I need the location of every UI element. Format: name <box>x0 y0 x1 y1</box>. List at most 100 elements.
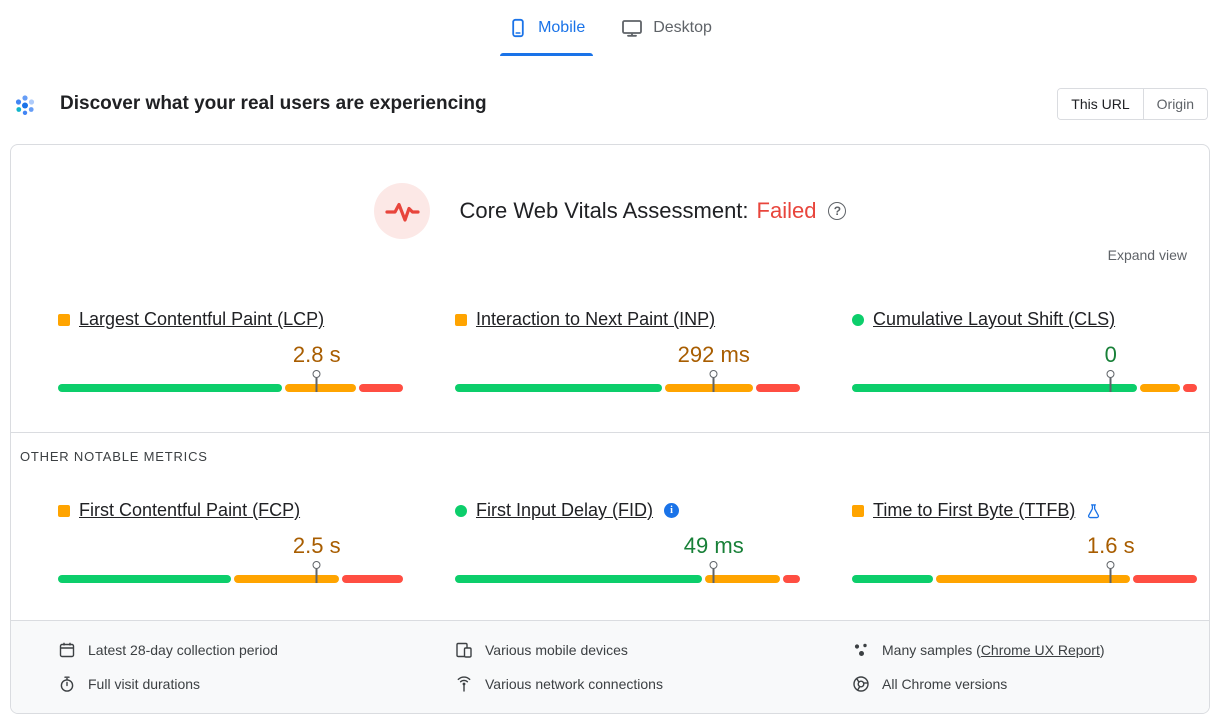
cls-rating-icon <box>852 313 864 326</box>
cls-label-link[interactable]: Cumulative Layout Shift (CLS) <box>873 309 1116 329</box>
other-metrics-section-label: OTHER NOTABLE METRICS <box>20 449 208 464</box>
cwv-verdict: Failed <box>756 198 817 223</box>
crux-report-link[interactable]: Chrome UX Report <box>980 642 1100 658</box>
expand-view-row: Expand view <box>11 247 1209 265</box>
ttfb-value: 1.6 s <box>1086 533 1135 558</box>
scope-toggle: This URL Origin <box>1057 88 1208 120</box>
footer-samples: Many samples (Chrome UX Report) <box>852 633 1197 667</box>
tab-mobile[interactable]: Mobile <box>490 0 603 56</box>
inp-good-segment <box>455 384 662 392</box>
fid-distribution-bar <box>455 561 800 583</box>
ttfb-rating-icon <box>852 504 864 517</box>
fid-value: 49 ms <box>683 533 744 558</box>
tab-mobile-label: Mobile <box>538 19 586 36</box>
stopwatch-icon <box>58 675 76 693</box>
metric-lcp: Largest Contentful Paint (LCP) 2.8 s <box>58 309 403 392</box>
fid-good-segment <box>455 575 703 583</box>
section-divider <box>11 432 1209 433</box>
lcp-value: 2.8 s <box>292 342 341 367</box>
metric-fcp: First Contentful Paint (FCP) 2.5 s <box>58 500 403 583</box>
scope-origin-button[interactable]: Origin <box>1142 89 1207 119</box>
inp-label-link[interactable]: Interaction to Next Paint (INP) <box>476 309 716 329</box>
inp-value: 292 ms <box>677 342 750 367</box>
ttfb-good-segment <box>852 575 934 583</box>
devices-icon <box>455 641 473 659</box>
footer-devices: Various mobile devices <box>455 633 800 667</box>
samples-icon <box>852 641 870 659</box>
footer-visit-durations-text: Full visit durations <box>88 676 201 692</box>
ttfb-distribution-bar <box>852 561 1197 583</box>
lcp-label-link[interactable]: Largest Contentful Paint (LCP) <box>79 309 325 329</box>
footer-samples-text: Many samples (Chrome UX Report) <box>882 642 1105 658</box>
fid-needs-improvement-segment <box>705 575 781 583</box>
collection-info-footer: Latest 28-day collection period Various … <box>11 620 1209 713</box>
cls-p75-marker <box>1106 370 1115 392</box>
footer-chrome-versions: All Chrome versions <box>852 667 1197 701</box>
chrome-icon <box>852 675 870 693</box>
core-metrics-row: Largest Contentful Paint (LCP) 2.8 s Int… <box>11 309 1209 392</box>
cwv-assessment-title: Core Web Vitals Assessment: Failed ? <box>460 198 847 224</box>
fid-p75-marker <box>709 561 718 583</box>
fid-rating-icon <box>455 504 467 517</box>
cls-poor-segment <box>1183 384 1197 392</box>
calendar-icon <box>58 641 76 659</box>
ttfb-needs-improvement-segment <box>936 575 1130 583</box>
inp-poor-segment <box>755 384 800 392</box>
fcp-needs-improvement-segment <box>233 575 339 583</box>
network-icon <box>455 675 473 693</box>
cls-needs-improvement-segment <box>1139 384 1181 392</box>
field-data-icon <box>12 91 38 117</box>
cls-distribution-bar <box>852 370 1197 392</box>
footer-network-text: Various network connections <box>485 676 663 692</box>
footer-network: Various network connections <box>455 667 800 701</box>
page-title: Discover what your real users are experi… <box>60 93 487 114</box>
footer-visit-durations: Full visit durations <box>58 667 403 701</box>
other-metrics-row: First Contentful Paint (FCP) 2.5 s First… <box>11 500 1209 583</box>
ttfb-poor-segment <box>1132 575 1197 583</box>
scope-this-url-button[interactable]: This URL <box>1058 89 1143 119</box>
cls-value: 0 <box>1104 342 1117 367</box>
fid-label-link[interactable]: First Input Delay (FID) <box>476 500 654 520</box>
metric-fid: First Input Delay (FID) i 49 ms <box>455 500 800 583</box>
cwv-assessment-heading: Core Web Vitals Assessment: <box>459 198 749 223</box>
tab-desktop-label: Desktop <box>653 19 712 36</box>
ttfb-label-link[interactable]: Time to First Byte (TTFB) <box>873 500 1076 520</box>
mobile-icon <box>508 18 528 38</box>
fcp-rating-icon <box>58 504 70 517</box>
footer-devices-text: Various mobile devices <box>485 642 628 658</box>
inp-rating-icon <box>455 313 467 326</box>
cls-good-segment <box>852 384 1137 392</box>
help-icon[interactable]: ? <box>828 202 847 220</box>
inp-distribution-bar <box>455 370 800 392</box>
lcp-p75-marker <box>312 370 321 392</box>
metric-inp: Interaction to Next Paint (INP) 292 ms <box>455 309 800 392</box>
lcp-rating-icon <box>58 313 70 326</box>
metric-cls: Cumulative Layout Shift (CLS) 0 <box>852 309 1197 392</box>
ttfb-p75-marker <box>1106 561 1115 583</box>
inp-p75-marker <box>709 370 718 392</box>
fcp-value: 2.5 s <box>292 533 341 558</box>
fcp-distribution-bar <box>58 561 403 583</box>
metric-ttfb: Time to First Byte (TTFB) 1.6 s <box>852 500 1197 583</box>
footer-collection-period-text: Latest 28-day collection period <box>88 642 278 658</box>
core-web-vitals-pulse-icon <box>373 183 430 239</box>
footer-chrome-versions-text: All Chrome versions <box>882 676 1008 692</box>
desktop-icon <box>621 18 643 38</box>
field-data-header: Discover what your real users are experi… <box>0 56 1220 144</box>
fcp-p75-marker <box>312 561 321 583</box>
fcp-poor-segment <box>341 575 403 583</box>
expand-view-button[interactable]: Expand view <box>1107 247 1187 263</box>
footer-collection-period: Latest 28-day collection period <box>58 633 403 667</box>
field-data-card: Core Web Vitals Assessment: Failed ? Exp… <box>10 144 1210 714</box>
info-icon[interactable]: i <box>664 503 680 518</box>
inp-needs-improvement-segment <box>664 384 753 392</box>
tab-desktop[interactable]: Desktop <box>603 0 730 56</box>
experiment-flask-icon[interactable] <box>1086 503 1101 519</box>
lcp-distribution-bar <box>58 370 403 392</box>
fcp-label-link[interactable]: First Contentful Paint (FCP) <box>79 500 301 520</box>
lcp-needs-improvement-segment <box>284 384 356 392</box>
cwv-assessment-header: Core Web Vitals Assessment: Failed ? <box>11 145 1209 239</box>
fcp-good-segment <box>58 575 231 583</box>
fid-poor-segment <box>783 575 800 583</box>
device-tabbar: Mobile Desktop <box>0 0 1220 56</box>
